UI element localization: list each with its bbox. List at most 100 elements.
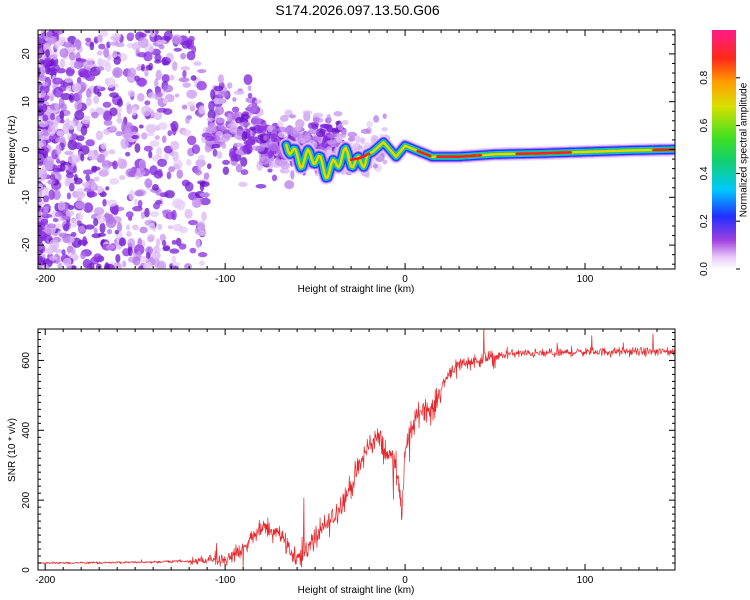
spectrogram-noise-blob bbox=[132, 256, 141, 266]
spectrogram-noise-blob bbox=[80, 251, 86, 260]
spectrogram-noise-blob bbox=[136, 92, 145, 102]
spectrogram-noise-blob bbox=[235, 116, 244, 124]
spectrogram-noise-blob bbox=[295, 124, 302, 132]
spectrogram-noise-blob bbox=[149, 30, 156, 37]
spectrogram-noise-blob bbox=[104, 212, 110, 219]
spectrogram-noise-blob bbox=[112, 261, 122, 269]
spectrogram-noise-blob bbox=[178, 77, 190, 83]
spectrogram-noise-blob bbox=[126, 230, 132, 238]
spectrogram-noise-blob bbox=[182, 82, 191, 88]
spectrogram-noise-blob bbox=[90, 181, 97, 192]
spectrogram-noise-blob bbox=[213, 97, 220, 105]
spectrogram-noise-blob bbox=[109, 92, 119, 98]
spectrogram-noise-blob bbox=[267, 125, 273, 133]
spectrogram-ridge-layer bbox=[279, 135, 675, 185]
snr-chart: -200 -100 0 100 0 200 400 600 Height of straigh… bbox=[7, 328, 676, 596]
spectrogram-noise-blob bbox=[156, 260, 167, 269]
spectrogram-noise-blob bbox=[230, 154, 237, 162]
spectrogram-noise-blob bbox=[212, 149, 218, 157]
spectrogram-noise-blob bbox=[381, 127, 388, 132]
spectrogram-noise-blob bbox=[290, 169, 295, 180]
spectrogram-noise-blob bbox=[198, 105, 206, 115]
spectrogram-noise-blob bbox=[197, 163, 202, 172]
spectrogram-noise-blob bbox=[161, 209, 169, 215]
snr-xtick-label: 100 bbox=[577, 575, 594, 586]
spectrogram-noise-blob bbox=[81, 69, 92, 79]
spectrogram-noise-blob bbox=[206, 117, 215, 122]
spectrogram-noise-blob bbox=[247, 136, 259, 142]
spectrogram-noise-blob bbox=[162, 84, 174, 93]
spectrogram-noise-blob bbox=[197, 220, 206, 232]
spectrogram-noise-blob bbox=[184, 208, 193, 219]
spectrogram-noise-blob bbox=[76, 135, 85, 142]
spectrogram-noise-blob bbox=[57, 173, 62, 180]
spectrogram-noise-blob bbox=[73, 173, 78, 183]
spectrogram-noise-blob bbox=[191, 144, 201, 155]
spectrogram-noise-blob bbox=[77, 91, 83, 101]
spectrogram-noise-blob bbox=[38, 234, 43, 245]
snr-ytick-label: 200 bbox=[21, 491, 32, 508]
spectrogram-noise-blob bbox=[155, 91, 163, 98]
spectrogram-noise-blob bbox=[307, 122, 314, 129]
spectrogram-noise-blob bbox=[153, 202, 161, 210]
spectrogram-noise-blob bbox=[77, 226, 87, 233]
spectrogram-noise-blob bbox=[251, 115, 261, 127]
spectrogram-noise-blob bbox=[59, 160, 67, 166]
spectrogram-noise-blob bbox=[93, 207, 105, 216]
spectrogram-noise-blob bbox=[155, 146, 163, 158]
colorbar-tick-label: 0.2 bbox=[699, 214, 710, 228]
spectrogram-noise-blob bbox=[74, 191, 86, 199]
spectrogram-noise-blob bbox=[145, 252, 151, 259]
spectrogram-noise-blob bbox=[222, 159, 230, 166]
spectrogram-noise-blob bbox=[189, 104, 196, 112]
spectrogram-noise-blob bbox=[47, 35, 57, 45]
spectrogram-noise-blob bbox=[284, 180, 295, 190]
spectrogram-noise-blob bbox=[109, 125, 117, 132]
spectrogram-noise-blob bbox=[67, 120, 76, 130]
snr-series-line bbox=[38, 329, 675, 569]
spectrogram-noise-blob bbox=[240, 156, 248, 167]
spectrogram-noise-blob bbox=[118, 175, 126, 180]
spectrogram-noise-blob bbox=[171, 34, 183, 45]
spectrogram-noise-blob bbox=[159, 233, 166, 242]
spectrogram-noise-blob bbox=[109, 178, 120, 185]
spectrogram-noise-blob bbox=[66, 192, 72, 200]
spectrogram-noise-blob bbox=[114, 229, 119, 235]
spectrogram-noise-blob bbox=[38, 66, 41, 78]
spectrogram-noise-blob bbox=[155, 69, 162, 81]
spectrogram-noise-blob bbox=[213, 85, 224, 92]
spectrogram-noise-blob bbox=[197, 252, 208, 258]
spectrogram-noise-blob bbox=[46, 31, 53, 37]
spectrogram-ridge-peak bbox=[416, 149, 432, 158]
spectrogram-noise-blob bbox=[62, 257, 72, 267]
colorbar-tick-label: 0.6 bbox=[699, 118, 710, 132]
spectrogram-noise-blob bbox=[38, 120, 49, 128]
spectrogram-noise-blob bbox=[80, 153, 85, 162]
spectrogram-noise-blob bbox=[207, 109, 216, 120]
spectrogram-noise-blob bbox=[51, 210, 58, 220]
spectrogram-noise-blob bbox=[247, 92, 253, 99]
spectrogram-noise-blob bbox=[170, 140, 180, 151]
spectrogram-noise-blob bbox=[184, 263, 192, 269]
spectrogram-noise-blob bbox=[154, 135, 160, 140]
spectrogram-noise-blob bbox=[155, 238, 161, 247]
spectrogram-noise-blob bbox=[105, 186, 110, 191]
spectrogram-noise-blob bbox=[38, 204, 41, 212]
spectrogram-ylabel: Frequency (Hz) bbox=[7, 116, 18, 185]
spectrogram-noise-blob bbox=[145, 64, 152, 71]
spectrogram-noise-blob bbox=[336, 133, 342, 143]
spectrogram-noise-blob bbox=[222, 166, 230, 176]
spectrogram-noise-blob bbox=[239, 121, 251, 127]
spectrogram-noise-blob bbox=[162, 108, 173, 115]
spectrogram-noise-blob bbox=[199, 197, 211, 206]
spectrogram-noise-blob bbox=[157, 122, 168, 131]
spectrogram-noise-blob bbox=[65, 210, 75, 217]
spectrogram-noise-blob bbox=[93, 176, 100, 182]
spectrogram-noise-blob bbox=[38, 108, 45, 117]
spectrogram-noise-blob bbox=[131, 42, 142, 51]
spectrogram-noise-blob bbox=[52, 189, 61, 201]
spectrogram-noise-blob bbox=[173, 159, 183, 170]
spectrogram-noise-blob bbox=[58, 232, 69, 238]
spec-ytick-label: 0 bbox=[21, 146, 32, 152]
